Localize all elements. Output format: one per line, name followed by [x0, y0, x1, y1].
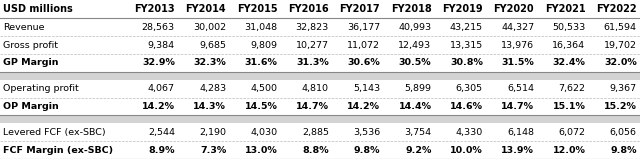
Text: 6,305: 6,305 — [456, 84, 483, 93]
Text: 14.7%: 14.7% — [296, 102, 329, 111]
Bar — [0, 18, 640, 36]
Text: 12.0%: 12.0% — [552, 146, 586, 155]
Text: 16,364: 16,364 — [552, 41, 586, 50]
Text: 6,056: 6,056 — [610, 128, 637, 137]
Text: 6,072: 6,072 — [559, 128, 586, 137]
Text: FY2017: FY2017 — [340, 4, 380, 14]
Text: 9,685: 9,685 — [199, 41, 226, 50]
Text: 4,067: 4,067 — [148, 84, 175, 93]
Text: 31.6%: 31.6% — [244, 58, 278, 67]
Text: 4,030: 4,030 — [250, 128, 278, 137]
Text: FY2015: FY2015 — [237, 4, 278, 14]
Text: 13.0%: 13.0% — [244, 146, 278, 155]
Bar — [0, 36, 640, 54]
Text: 61,594: 61,594 — [604, 23, 637, 32]
Text: 43,215: 43,215 — [450, 23, 483, 32]
Text: 19,702: 19,702 — [604, 41, 637, 50]
Text: 15.2%: 15.2% — [604, 102, 637, 111]
Text: 8.8%: 8.8% — [302, 146, 329, 155]
Text: 12,493: 12,493 — [398, 41, 431, 50]
Text: 2,885: 2,885 — [302, 128, 329, 137]
Text: 9,384: 9,384 — [148, 41, 175, 50]
Text: FY2014: FY2014 — [186, 4, 226, 14]
Text: 4,500: 4,500 — [250, 84, 278, 93]
Text: 8.9%: 8.9% — [148, 146, 175, 155]
Text: 14.7%: 14.7% — [501, 102, 534, 111]
Text: 2,190: 2,190 — [199, 128, 226, 137]
Text: 4,330: 4,330 — [456, 128, 483, 137]
Text: FY2020: FY2020 — [493, 4, 534, 14]
Text: GP Margin: GP Margin — [3, 58, 59, 67]
Text: 9,809: 9,809 — [250, 41, 278, 50]
Text: 36,177: 36,177 — [347, 23, 380, 32]
Text: FY2013: FY2013 — [134, 4, 175, 14]
Text: 13.9%: 13.9% — [501, 146, 534, 155]
Text: Revenue: Revenue — [3, 23, 45, 32]
Text: 5,143: 5,143 — [353, 84, 380, 93]
Text: 14.3%: 14.3% — [193, 102, 226, 111]
Text: 30.6%: 30.6% — [348, 58, 380, 67]
Text: 14.2%: 14.2% — [142, 102, 175, 111]
Text: 6,148: 6,148 — [507, 128, 534, 137]
Text: 32,823: 32,823 — [296, 23, 329, 32]
Text: 3,754: 3,754 — [404, 128, 431, 137]
Text: 9.8%: 9.8% — [611, 146, 637, 155]
Bar — [0, 98, 640, 115]
Text: Levered FCF (ex-SBC): Levered FCF (ex-SBC) — [3, 128, 106, 137]
Text: 14.5%: 14.5% — [244, 102, 278, 111]
Text: 40,993: 40,993 — [398, 23, 431, 32]
Bar — [0, 72, 640, 80]
Text: FY2022: FY2022 — [596, 4, 637, 14]
Bar — [0, 54, 640, 72]
Text: 13,315: 13,315 — [449, 41, 483, 50]
Bar — [0, 0, 640, 18]
Text: 28,563: 28,563 — [141, 23, 175, 32]
Bar — [0, 115, 640, 123]
Text: 32.3%: 32.3% — [193, 58, 226, 67]
Text: 9,367: 9,367 — [610, 84, 637, 93]
Text: 10,277: 10,277 — [296, 41, 329, 50]
Text: 6,514: 6,514 — [507, 84, 534, 93]
Bar — [0, 80, 640, 98]
Bar — [0, 141, 640, 159]
Text: FY2018: FY2018 — [391, 4, 431, 14]
Text: Operating profit: Operating profit — [3, 84, 79, 93]
Text: FCF Margin (ex-SBC): FCF Margin (ex-SBC) — [3, 146, 113, 155]
Text: 30,002: 30,002 — [193, 23, 226, 32]
Text: FY2016: FY2016 — [288, 4, 329, 14]
Text: 4,810: 4,810 — [302, 84, 329, 93]
Text: 30.5%: 30.5% — [399, 58, 431, 67]
Text: USD millions: USD millions — [3, 4, 73, 14]
Text: OP Margin: OP Margin — [3, 102, 59, 111]
Text: 32.9%: 32.9% — [142, 58, 175, 67]
Text: Gross profit: Gross profit — [3, 41, 58, 50]
Text: 9.8%: 9.8% — [354, 146, 380, 155]
Text: 13,976: 13,976 — [501, 41, 534, 50]
Text: 5,899: 5,899 — [404, 84, 431, 93]
Text: 31.5%: 31.5% — [501, 58, 534, 67]
Text: 7,622: 7,622 — [559, 84, 586, 93]
Text: 31.3%: 31.3% — [296, 58, 329, 67]
Text: 14.6%: 14.6% — [450, 102, 483, 111]
Text: 14.2%: 14.2% — [347, 102, 380, 111]
Text: 30.8%: 30.8% — [450, 58, 483, 67]
Text: 50,533: 50,533 — [552, 23, 586, 32]
Text: 32.4%: 32.4% — [552, 58, 586, 67]
Text: 3,536: 3,536 — [353, 128, 380, 137]
Text: 44,327: 44,327 — [501, 23, 534, 32]
Text: 11,072: 11,072 — [347, 41, 380, 50]
Text: 7.3%: 7.3% — [200, 146, 226, 155]
Text: 14.4%: 14.4% — [399, 102, 431, 111]
Text: 4,283: 4,283 — [199, 84, 226, 93]
Text: 31,048: 31,048 — [244, 23, 278, 32]
Text: 32.0%: 32.0% — [604, 58, 637, 67]
Text: FY2021: FY2021 — [545, 4, 586, 14]
Text: 15.1%: 15.1% — [552, 102, 586, 111]
Text: 10.0%: 10.0% — [450, 146, 483, 155]
Text: 9.2%: 9.2% — [405, 146, 431, 155]
Text: FY2019: FY2019 — [442, 4, 483, 14]
Text: 2,544: 2,544 — [148, 128, 175, 137]
Bar — [0, 123, 640, 141]
